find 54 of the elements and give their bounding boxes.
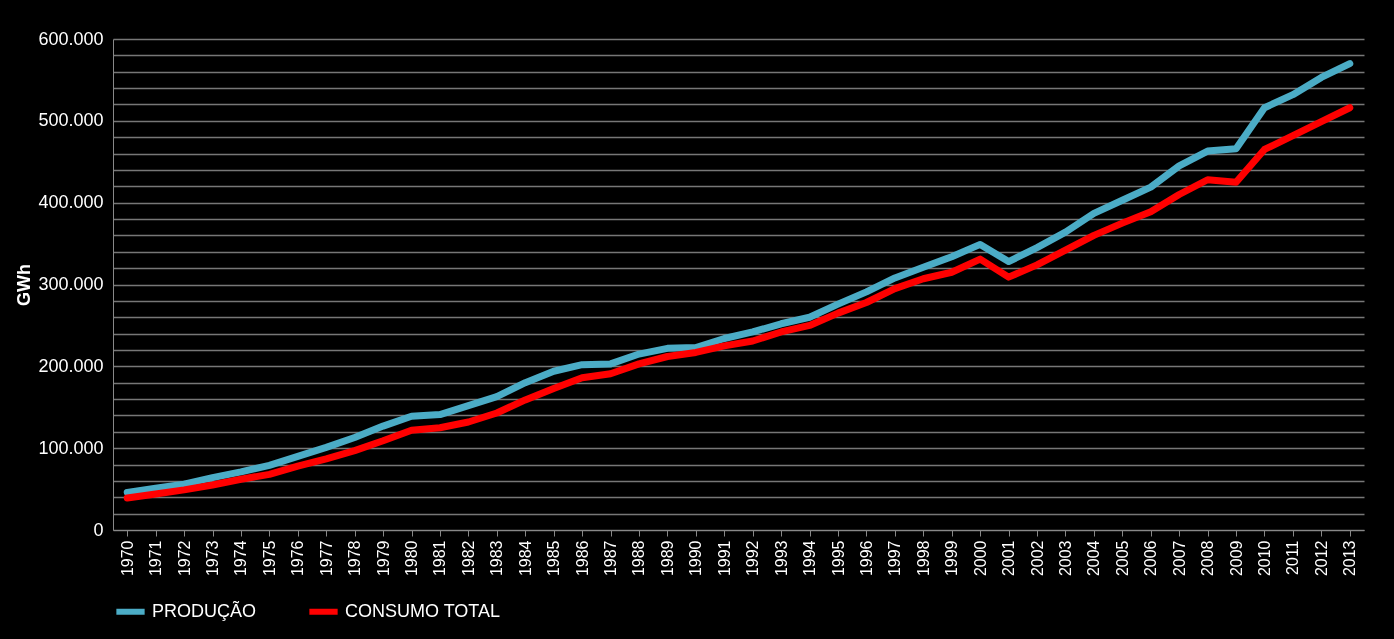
x-tick-label: 1999 [943, 540, 961, 577]
x-tick-label: 1975 [260, 540, 278, 577]
x-tick-label: 2007 [1170, 540, 1188, 577]
x-tick-label: 1992 [744, 540, 762, 577]
y-axis-title: GWh [14, 264, 35, 306]
x-tick-label: 1993 [772, 540, 790, 577]
x-tick-label: 1983 [488, 540, 506, 577]
x-tick-label: 1985 [545, 540, 563, 577]
x-tick-label: 1990 [687, 540, 705, 577]
y-tick-label: 300.000 [38, 274, 104, 294]
x-tick-label: 2010 [1255, 540, 1273, 577]
x-tick-label: 2012 [1312, 540, 1330, 577]
x-tick-label: 1970 [118, 540, 136, 577]
x-tick-label: 1991 [715, 540, 733, 577]
x-tick-label: 2008 [1199, 540, 1217, 577]
x-tick-label: 1989 [658, 540, 676, 577]
x-tick-label: 1996 [857, 540, 875, 577]
x-tick-label: 1995 [829, 540, 847, 577]
x-tick-label: 1994 [801, 540, 819, 577]
x-tick-label: 1974 [232, 540, 250, 577]
y-tick-label: 0 [93, 519, 104, 540]
legend-label: CONSUMO TOTAL [345, 600, 501, 621]
y-tick-label: 600.000 [38, 28, 104, 49]
y-tick-label: 500.000 [38, 110, 104, 131]
legend-label: PRODUÇÃO [152, 599, 257, 621]
x-tick-label: 2011 [1284, 540, 1302, 575]
x-tick-label: 2000 [971, 540, 989, 577]
x-tick-label: 1973 [204, 540, 222, 577]
x-tick-label: 1997 [886, 540, 904, 577]
x-tick-label: 1979 [374, 540, 392, 577]
x-tick-label: 1981 [431, 540, 449, 577]
x-tick-label: 1977 [317, 540, 335, 577]
x-tick-label: 2004 [1085, 540, 1103, 577]
x-tick-label: 2001 [1000, 540, 1018, 577]
y-tick-label: 400.000 [38, 192, 104, 213]
x-tick-label: 2009 [1227, 540, 1245, 577]
x-tick-label: 1972 [175, 540, 193, 577]
x-tick-label: 2005 [1113, 540, 1131, 577]
x-tick-label: 1998 [914, 540, 932, 577]
x-tick-label: 2006 [1142, 540, 1160, 577]
x-tick-label: 1988 [630, 540, 648, 577]
x-tick-label: 1987 [602, 540, 620, 577]
y-tick-label: 200.000 [38, 355, 104, 376]
y-tick-label: 100.000 [38, 437, 104, 458]
x-tick-label: 2013 [1341, 540, 1359, 577]
x-tick-label: 1976 [289, 540, 307, 577]
x-tick-label: 1971 [147, 540, 165, 577]
x-tick-label: 2002 [1028, 540, 1046, 577]
x-tick-label: 2003 [1056, 540, 1074, 577]
x-tick-label: 1980 [403, 540, 421, 577]
x-tick-label: 1984 [516, 540, 534, 577]
x-tick-label: 1982 [459, 540, 477, 577]
x-tick-label: 1978 [346, 540, 364, 577]
x-tick-label: 1986 [573, 540, 591, 577]
